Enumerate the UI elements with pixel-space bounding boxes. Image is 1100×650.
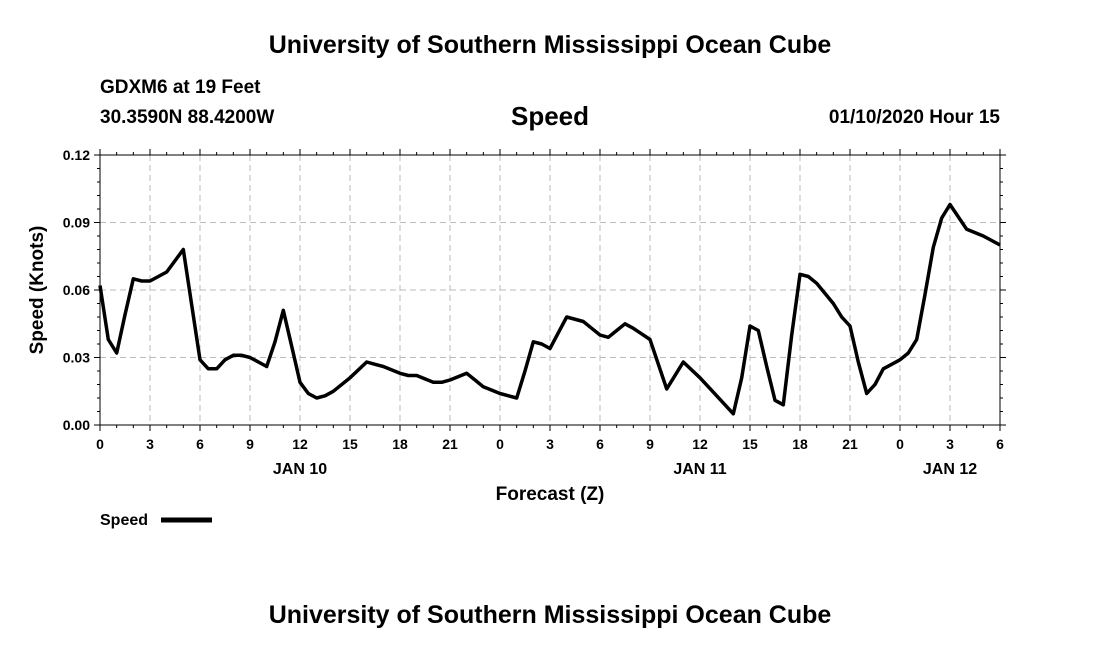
- day-label: JAN 10: [273, 461, 327, 478]
- x-tick-label: 0: [496, 436, 504, 452]
- x-tick-label: 0: [96, 436, 104, 452]
- day-label: JAN 11: [673, 461, 726, 478]
- x-tick-label: 9: [246, 436, 254, 452]
- y-tick-label: 0.12: [63, 147, 90, 163]
- day-label: JAN 12: [923, 461, 977, 478]
- station-label: GDXM6 at 19 Feet: [100, 77, 261, 98]
- x-tick-label: 15: [742, 436, 758, 452]
- x-tick-label: 12: [692, 436, 708, 452]
- run-time-label: 01/10/2020 Hour 15: [828, 107, 1000, 128]
- x-tick-label: 15: [342, 436, 358, 452]
- speed-series-line: [98, 202, 1001, 416]
- x-tick-label: 6: [996, 436, 1004, 452]
- y-tick-label: 0.03: [63, 350, 90, 366]
- x-tick-label: 6: [196, 436, 204, 452]
- x-tick-label: 3: [546, 436, 554, 452]
- x-tick-label: 18: [792, 436, 808, 452]
- x-tick-label: 21: [442, 436, 458, 452]
- day-labels: JAN 10 JAN 11 JAN 12: [273, 461, 977, 478]
- x-tick-labels: 0 3 6 9 12 15 18 21 0 3 6 9 12 15 18 21 0 3 6: [96, 436, 1004, 452]
- legend-label: Speed: [100, 512, 148, 529]
- x-tick-label: 0: [896, 436, 904, 452]
- x-tick-label: 21: [842, 436, 858, 452]
- y-tick-label: 0.06: [63, 282, 90, 298]
- chart-title-bottom: University of Southern Mississippi Ocean…: [268, 601, 832, 629]
- y-tick-labels: 0.00 0.03 0.06 0.09 0.12: [63, 147, 90, 433]
- x-tick-label: 9: [646, 436, 654, 452]
- y-tick-label: 0.09: [63, 215, 90, 231]
- chart-title-top: University of Southern Mississippi Ocean…: [268, 31, 832, 59]
- variable-title: Speed: [510, 101, 590, 131]
- x-tick-label: 18: [392, 436, 408, 452]
- x-tick-label: 3: [946, 436, 954, 452]
- x-tick-label: 12: [292, 436, 308, 452]
- y-tick-label: 0.00: [63, 417, 90, 433]
- x-axis-label: Forecast (Z): [496, 484, 605, 505]
- x-tick-label: 6: [596, 436, 604, 452]
- location-label: 30.3590N 88.4200W: [100, 107, 275, 128]
- y-axis-label: Speed (Knots): [27, 226, 48, 355]
- x-tick-label: 3: [146, 436, 154, 452]
